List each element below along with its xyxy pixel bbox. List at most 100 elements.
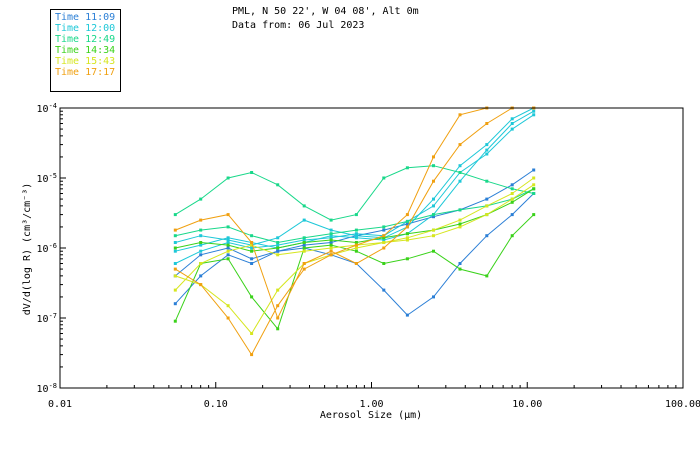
data-point [329,238,333,242]
data-point [173,234,177,238]
data-point [485,122,489,125]
data-point [510,187,514,191]
data-point [382,228,386,232]
data-point [276,241,280,244]
data-point [382,241,386,244]
data-point [199,218,203,222]
data-point [302,249,306,253]
data-point [199,274,203,278]
data-point [173,302,177,306]
data-point [354,234,358,238]
data-point [250,246,254,250]
data-point [329,232,333,236]
data-point [276,304,280,308]
data-point [226,253,230,257]
data-point [405,222,409,226]
data-point [432,215,435,219]
data-point [329,236,333,240]
data-point [458,208,462,212]
data-point [382,238,386,242]
data-point [485,197,489,201]
data-point [276,183,280,187]
data-point [302,204,306,208]
data-point [276,249,280,253]
legend: Time 11:09 Time 12:00 Time 12:49 Time 14… [50,9,121,92]
data-point [485,274,489,278]
data-point [276,253,280,257]
y-tick-label: 10-7 [37,312,57,325]
data-point [532,192,536,195]
data-point [329,243,333,247]
data-point [329,228,333,232]
data-point [226,243,230,247]
data-point [485,234,489,238]
series-layer [173,106,536,357]
data-point [173,262,177,265]
data-point [173,274,177,278]
data-point [532,109,536,113]
data-point [382,225,386,229]
data-point [276,288,280,292]
data-point [226,238,230,242]
data-point [199,197,203,201]
legend-item: Time 12:00 [55,23,116,34]
data-point [302,238,306,242]
data-point [226,316,230,320]
data-point [432,155,435,159]
data-point [382,288,386,292]
data-point [226,249,230,253]
data-point [250,257,254,261]
data-point [532,183,536,187]
data-point [432,204,435,208]
series-line [175,107,534,320]
data-point [199,241,203,244]
data-point [432,179,435,183]
data-point [199,249,203,253]
data-point [302,246,306,250]
data-point [382,176,386,180]
data-point [458,143,462,147]
series-line [174,214,535,330]
data-point [382,236,386,240]
data-point [510,183,514,187]
data-point [250,353,254,357]
data-point [250,241,254,244]
data-point [302,262,306,265]
data-point [302,236,306,240]
data-point [510,122,514,125]
header-location: PML, N 50 22', W 04 08', Alt 0m [232,6,419,17]
data-point [302,241,306,244]
data-point [532,176,536,180]
legend-item: Time 12:49 [55,34,116,45]
x-tick-label: 0.01 [48,399,72,410]
data-point [458,113,462,117]
data-point [199,234,203,238]
data-point [199,228,203,232]
data-point [458,218,462,222]
x-tick-label: 0.10 [204,399,228,410]
data-point [354,262,358,265]
data-point [458,267,462,271]
data-point [510,117,514,121]
data-point [276,246,280,250]
data-point [329,253,333,257]
data-point [329,218,333,222]
data-point [226,236,230,240]
data-point [532,213,536,217]
data-point [405,236,409,240]
data-point [432,234,435,238]
data-point [405,213,409,217]
data-point [405,313,409,317]
data-point [354,232,358,236]
data-point [405,166,409,170]
data-point [432,295,435,299]
data-point [405,238,409,242]
legend-item: Time 17:17 [55,67,116,78]
header-date: Data from: 06 Jul 2023 [232,20,365,31]
data-point [510,200,514,204]
data-point [276,243,280,247]
data-point [199,243,203,247]
data-point [510,213,514,217]
data-point [250,243,254,247]
data-point [250,332,254,335]
